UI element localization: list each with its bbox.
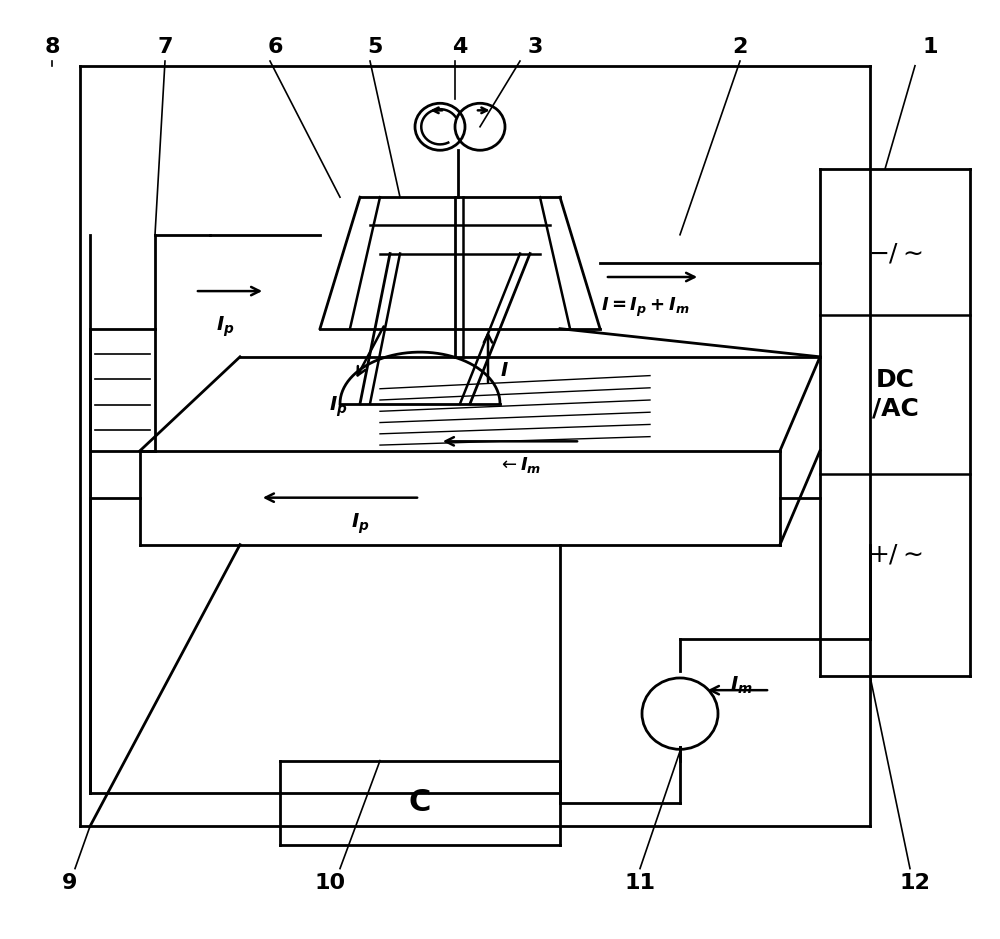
Text: 7: 7 bbox=[157, 37, 173, 57]
Text: DC
/AC: DC /AC bbox=[872, 368, 918, 421]
Text: 3: 3 bbox=[527, 37, 543, 57]
Text: 11: 11 bbox=[624, 872, 656, 893]
Text: 1: 1 bbox=[922, 37, 938, 57]
Text: 9: 9 bbox=[62, 872, 78, 893]
Text: C: C bbox=[409, 789, 431, 817]
Text: $\bfit{I}=\bfit{I}_p+\bfit{I}_m$: $\bfit{I}=\bfit{I}_p+\bfit{I}_m$ bbox=[601, 296, 689, 319]
Text: 4: 4 bbox=[452, 37, 468, 57]
Text: $\bfit{I}_p$: $\bfit{I}_p$ bbox=[351, 512, 369, 536]
Text: $\leftarrow \bfit{I}_m$: $\leftarrow \bfit{I}_m$ bbox=[498, 455, 542, 475]
Text: 6: 6 bbox=[267, 37, 283, 57]
Text: $\bfit{I}$: $\bfit{I}$ bbox=[500, 362, 509, 380]
Text: $-/\sim$: $-/\sim$ bbox=[868, 241, 922, 266]
Text: 5: 5 bbox=[367, 37, 383, 57]
Text: $\bfit{I}_p$: $\bfit{I}_p$ bbox=[216, 315, 234, 339]
Text: $\bfit{I}_m$: $\bfit{I}_m$ bbox=[730, 675, 753, 696]
Text: 8: 8 bbox=[44, 37, 60, 57]
Text: 10: 10 bbox=[314, 872, 346, 893]
Text: $+/\sim$: $+/\sim$ bbox=[868, 542, 922, 566]
Text: 12: 12 bbox=[900, 872, 930, 893]
Text: 2: 2 bbox=[732, 37, 748, 57]
Text: $\bfit{I}_p$: $\bfit{I}_p$ bbox=[329, 394, 347, 419]
